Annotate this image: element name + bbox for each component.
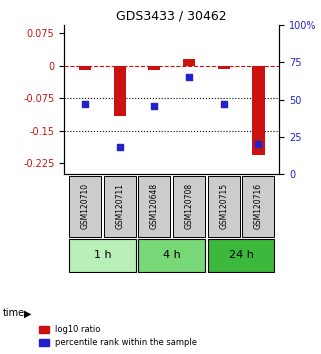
Legend: log10 ratio, percentile rank within the sample: log10 ratio, percentile rank within the … bbox=[36, 322, 200, 350]
Text: ▶: ▶ bbox=[24, 308, 31, 318]
Text: GSM120708: GSM120708 bbox=[185, 183, 194, 229]
Bar bbox=[183, 59, 195, 66]
Text: GSM120710: GSM120710 bbox=[81, 183, 90, 229]
Bar bbox=[79, 66, 91, 70]
FancyBboxPatch shape bbox=[173, 176, 205, 237]
Text: 4 h: 4 h bbox=[163, 251, 181, 261]
FancyBboxPatch shape bbox=[242, 176, 274, 237]
FancyBboxPatch shape bbox=[208, 239, 274, 272]
Point bbox=[117, 144, 122, 150]
FancyBboxPatch shape bbox=[208, 176, 240, 237]
Text: GSM120716: GSM120716 bbox=[254, 183, 263, 229]
Bar bbox=[218, 66, 230, 69]
Point bbox=[256, 142, 261, 147]
Text: GSM120711: GSM120711 bbox=[115, 183, 124, 229]
FancyBboxPatch shape bbox=[69, 176, 101, 237]
Text: 24 h: 24 h bbox=[229, 251, 254, 261]
Text: GSM120648: GSM120648 bbox=[150, 183, 159, 229]
Text: 1 h: 1 h bbox=[93, 251, 111, 261]
FancyBboxPatch shape bbox=[138, 239, 205, 272]
FancyBboxPatch shape bbox=[69, 239, 136, 272]
Bar bbox=[252, 66, 265, 155]
Point bbox=[152, 103, 157, 108]
Bar bbox=[148, 66, 160, 70]
Bar bbox=[114, 66, 126, 116]
FancyBboxPatch shape bbox=[138, 176, 170, 237]
Point bbox=[221, 101, 226, 107]
Text: time: time bbox=[3, 308, 25, 318]
Title: GDS3433 / 30462: GDS3433 / 30462 bbox=[117, 9, 227, 22]
Text: GSM120715: GSM120715 bbox=[219, 183, 228, 229]
FancyBboxPatch shape bbox=[104, 176, 136, 237]
Point bbox=[82, 101, 88, 107]
Point bbox=[187, 74, 192, 80]
